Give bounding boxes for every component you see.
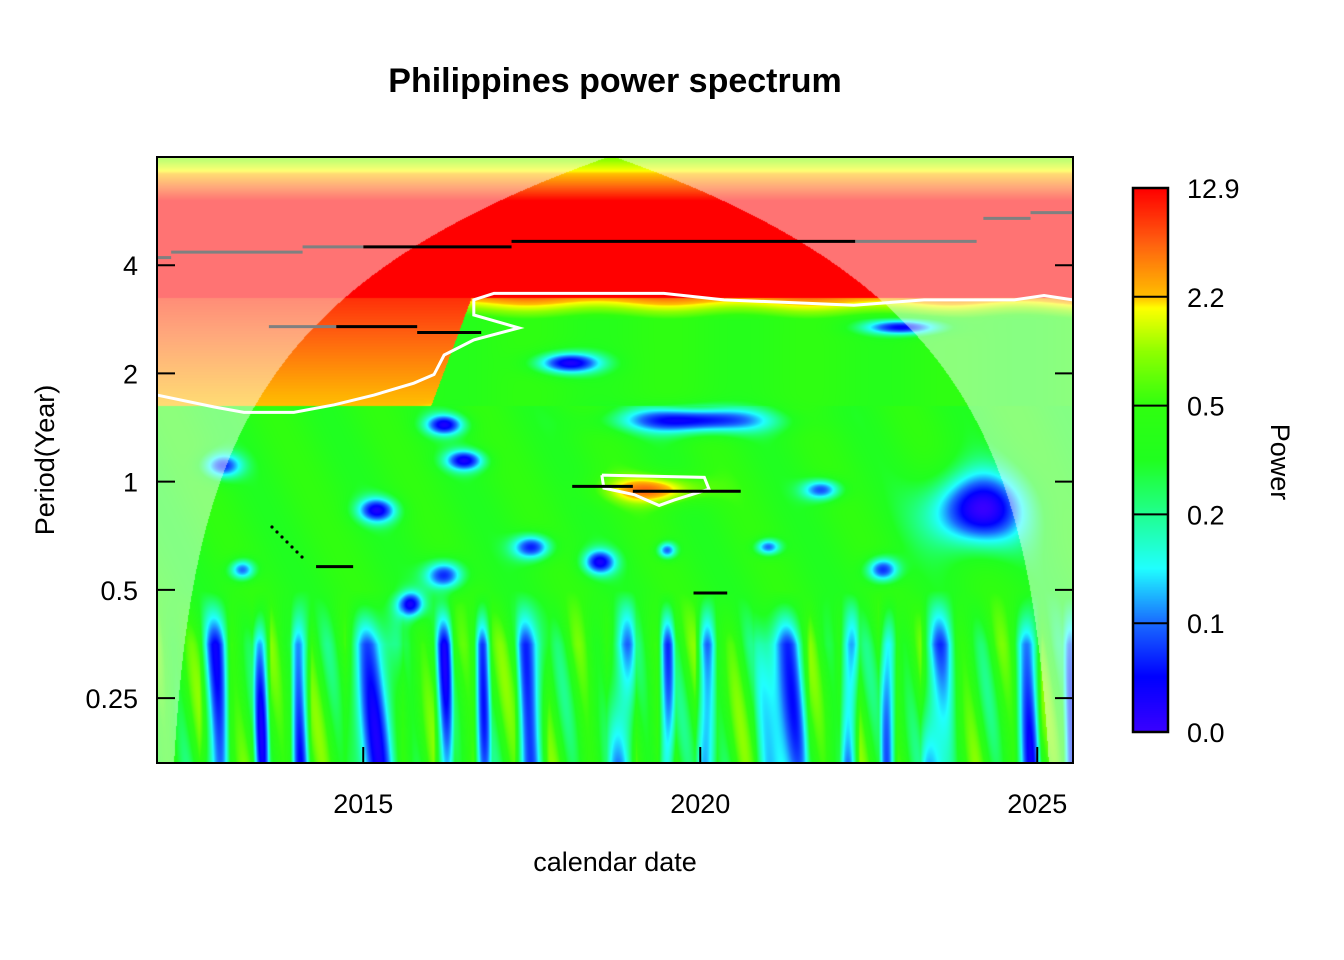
y-tick-label: 1 <box>123 468 138 498</box>
x-axis-label: calendar date <box>533 847 697 877</box>
colorbar-gradient <box>1134 188 1167 732</box>
x-tick-label: 2025 <box>1007 789 1067 819</box>
plot-frame <box>156 156 1074 764</box>
colorbar-tick-label: 0.1 <box>1187 609 1225 639</box>
significance-contour <box>600 473 712 508</box>
ridge-dot <box>280 535 284 539</box>
ridge-dot <box>285 540 289 544</box>
ridge-dot <box>290 545 294 549</box>
colorbar-tick-label: 0.5 <box>1187 392 1225 422</box>
y-tick-label: 2 <box>123 359 138 389</box>
ridge-dot <box>300 555 304 559</box>
chart-title: Philippines power spectrum <box>388 62 841 100</box>
y-tick-label: 0.5 <box>100 576 138 606</box>
ridge-dot <box>295 550 299 554</box>
x-tick-label: 2020 <box>670 789 730 819</box>
colorbar-tick-label: 12.9 <box>1187 174 1240 204</box>
ridge-dot <box>275 530 279 534</box>
y-tick-label: 4 <box>123 251 138 281</box>
ridge-dot <box>270 525 274 529</box>
colorbar-title: Power <box>1265 424 1295 501</box>
y-tick-label: 0.25 <box>85 684 138 714</box>
colorbar-frame <box>1131 186 1170 734</box>
power-heatmap <box>157 157 1073 763</box>
significance-contour <box>156 291 1074 414</box>
colorbar-tick-label: 0.0 <box>1187 718 1225 748</box>
colorbar-tick-label: 2.2 <box>1187 283 1225 313</box>
y-axis-label: Period(Year) <box>30 385 60 536</box>
colorbar-tick-label: 0.2 <box>1187 500 1225 530</box>
x-tick-label: 2015 <box>333 789 393 819</box>
